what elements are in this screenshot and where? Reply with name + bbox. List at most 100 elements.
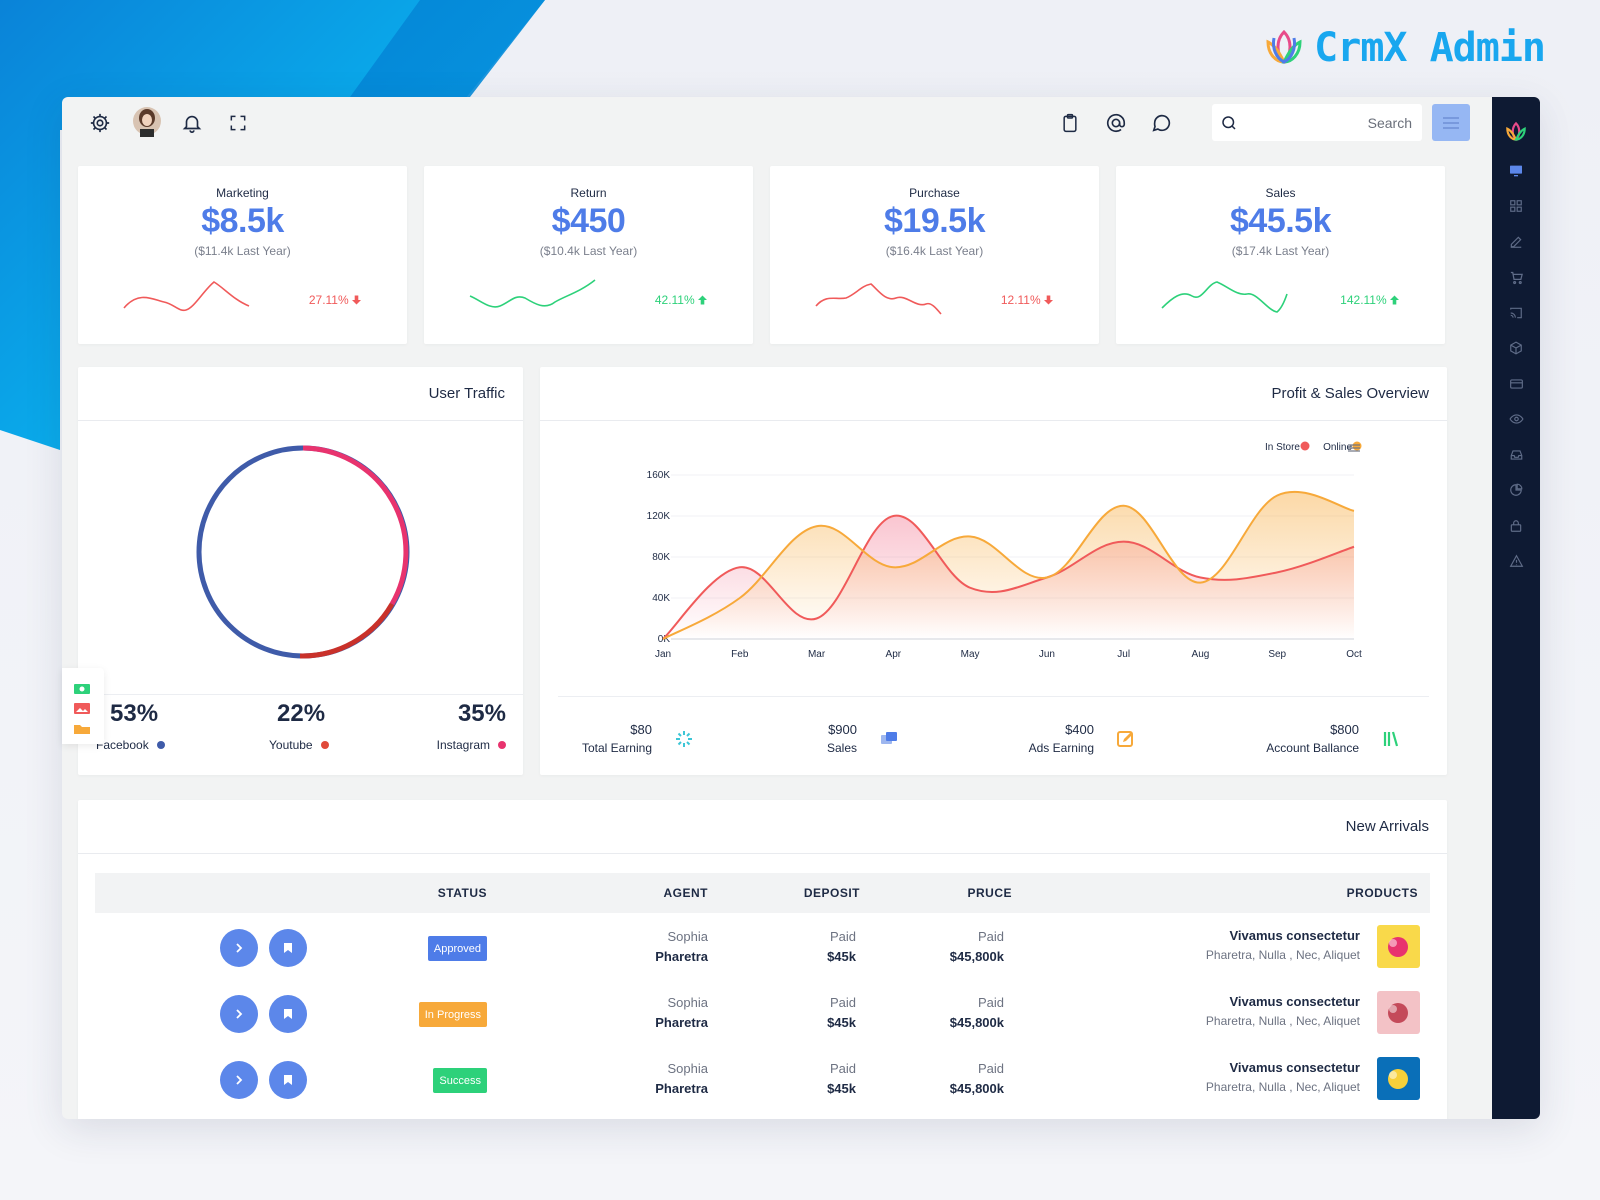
x-tick-label: Oct xyxy=(1346,649,1362,660)
floating-toolbar xyxy=(62,668,104,744)
agent-last-name: Pharetra xyxy=(655,1081,708,1096)
lotus-logo-icon[interactable] xyxy=(1492,111,1540,153)
price-cell: Paid $45,800k xyxy=(950,1059,1004,1099)
arrow-up-icon xyxy=(1390,295,1399,305)
product-cell: Vivamus consectetur Pharetra, Nulla , Ne… xyxy=(1206,1060,1360,1094)
credit-card-icon[interactable] xyxy=(1492,366,1540,402)
deposit-cell: Paid $45k xyxy=(827,993,856,1033)
stat-card-return: Return $450 ($10.4k Last Year) 42.11% xyxy=(424,166,753,344)
fullscreen-icon[interactable] xyxy=(225,110,251,136)
avatar[interactable] xyxy=(132,105,162,137)
legend-dot xyxy=(1300,441,1310,451)
traffic-label: Facebook xyxy=(96,738,149,752)
folder-icon[interactable] xyxy=(74,723,90,734)
price-amount: $45,800k xyxy=(949,949,1004,964)
column-status: STATUS xyxy=(437,886,487,900)
stat-change-value: 27.11% xyxy=(308,293,349,307)
eye-icon[interactable] xyxy=(1492,402,1540,438)
photo-icon[interactable] xyxy=(74,703,90,714)
price-amount: $45,800k xyxy=(949,1081,1004,1096)
grid-icon[interactable] xyxy=(1492,189,1540,225)
product-subtitle: Pharetra, Nulla , Nec, Aliquet xyxy=(1205,1014,1360,1028)
hamburger-icon xyxy=(1443,116,1459,129)
legend-label: Online xyxy=(1323,442,1352,453)
table-row: In Progress Sophia Pharetra Paid $45k Pa… xyxy=(95,981,1430,1047)
legend-dot xyxy=(156,741,165,749)
stat-label: Return xyxy=(570,186,607,200)
chevron-right-icon xyxy=(236,1009,243,1019)
summary-label: Ads Earning xyxy=(1028,741,1094,755)
y-tick-label: 120K xyxy=(647,511,671,522)
lock-icon[interactable] xyxy=(1492,508,1540,544)
clipboard-icon[interactable] xyxy=(1057,110,1083,136)
right-sidebar xyxy=(1492,97,1540,1119)
stat-label: Purchase xyxy=(909,186,960,200)
summary-value: $800 xyxy=(1330,722,1359,737)
x-tick-label: Jan xyxy=(655,649,671,660)
stat-change: 12.11% xyxy=(1001,293,1053,307)
traffic-label: Youtube xyxy=(269,738,313,752)
divider xyxy=(558,696,1429,697)
column-products: PRODUCTS xyxy=(1346,886,1418,900)
bookmark-button[interactable] xyxy=(269,995,307,1033)
bell-icon[interactable] xyxy=(179,110,205,136)
image-icon[interactable] xyxy=(74,684,90,694)
stat-value: $45.5k xyxy=(1230,202,1332,240)
card-title: User Traffic xyxy=(78,367,523,421)
summary-label: Total Earning xyxy=(581,741,652,755)
summary-ads-earning: $400 Ads Earning xyxy=(1029,722,1094,755)
summary-total-earning: $80 Total Earning xyxy=(582,722,652,755)
bookmark-button[interactable] xyxy=(269,929,307,967)
alert-triangle-icon[interactable] xyxy=(1492,544,1540,580)
stat-value: $8.5k xyxy=(201,202,284,240)
box-icon[interactable] xyxy=(1492,331,1540,367)
edit-icon[interactable] xyxy=(1492,224,1540,260)
cast-icon[interactable] xyxy=(1492,295,1540,331)
summary-sales: $900 Sales xyxy=(827,722,857,755)
settings-icon[interactable] xyxy=(87,110,113,136)
product-thumbnail[interactable] xyxy=(1377,925,1420,968)
deposit-status: Paid xyxy=(829,929,856,944)
at-sign-icon[interactable] xyxy=(1103,110,1129,136)
summary-account-ballance: $800 Account Ballance xyxy=(1266,722,1359,755)
agent-last-name: Pharetra xyxy=(655,949,708,964)
product-thumbnail[interactable] xyxy=(1377,991,1420,1034)
menu-button[interactable] xyxy=(1432,104,1470,141)
open-button[interactable] xyxy=(220,1061,258,1099)
open-button[interactable] xyxy=(220,995,258,1033)
inbox-icon[interactable] xyxy=(1492,437,1540,473)
deposit-amount: $45k xyxy=(827,949,856,964)
column-agent: AGENT xyxy=(663,886,708,900)
search-input[interactable] xyxy=(1212,104,1422,141)
donut-arc-instagram xyxy=(302,445,409,606)
agent-cell: Sophia Pharetra xyxy=(655,1059,708,1099)
x-tick-label: Sep xyxy=(1268,649,1286,660)
product-thumbnail[interactable] xyxy=(1377,1057,1420,1100)
monitor-icon[interactable] xyxy=(1492,153,1540,189)
cart-icon[interactable] xyxy=(1492,260,1540,296)
pie-chart-icon[interactable] xyxy=(1492,473,1540,509)
summary-value: $80 xyxy=(630,722,652,737)
y-tick-label: 160K xyxy=(647,470,671,481)
traffic-stat-facebook: 53% Facebook xyxy=(96,700,165,752)
brand: CrmX Admin xyxy=(1260,24,1546,72)
product-title[interactable]: Vivamus consectetur xyxy=(1229,928,1360,943)
card-title: New Arrivals xyxy=(78,800,1447,854)
legend-menu-icon[interactable] xyxy=(1348,444,1360,452)
chat-bubble-icon[interactable] xyxy=(1149,110,1175,136)
sparkle-icon xyxy=(674,729,694,749)
profit-sales-card: Profit & Sales Overview 0K 40K 80K 120K 160K… xyxy=(540,367,1447,775)
product-subtitle: Pharetra, Nulla , Nec, Aliquet xyxy=(1205,948,1360,962)
arrow-down-icon xyxy=(352,295,361,305)
bookmark-button[interactable] xyxy=(269,1061,307,1099)
arrow-up-icon xyxy=(698,295,707,305)
brand-name: CrmX Admin xyxy=(1314,25,1546,71)
stat-card-marketing: Marketing $8.5k ($11.4k Last Year) 27.11… xyxy=(78,166,407,344)
x-tick-label: Jun xyxy=(1039,649,1055,660)
open-button[interactable] xyxy=(220,929,258,967)
status-badge: Success xyxy=(433,1068,487,1093)
table-row: Approved Sophia Pharetra Paid $45k Paid … xyxy=(95,915,1430,981)
divider xyxy=(78,694,523,695)
product-title[interactable]: Vivamus consectetur xyxy=(1229,994,1360,1009)
product-title[interactable]: Vivamus consectetur xyxy=(1229,1060,1360,1075)
